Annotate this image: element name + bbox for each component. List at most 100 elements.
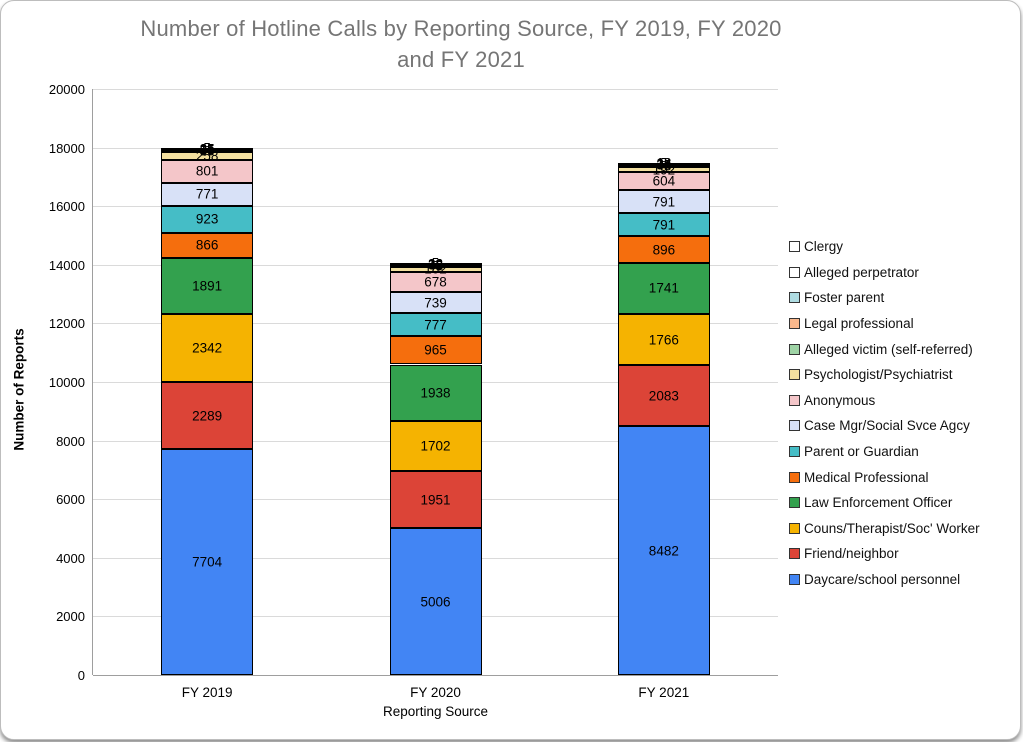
legend-label: Alleged perpetrator [804, 264, 919, 280]
bar-value-label: 5 [660, 155, 668, 171]
y-tick-label: 6000 [56, 492, 85, 508]
bar-segment [389, 336, 482, 365]
bar-segment [389, 471, 482, 529]
bar-value-label: 771 [195, 186, 219, 202]
legend-label: Law Enforcement Officer [804, 495, 953, 511]
bar-segment [161, 382, 254, 450]
bar-value-label: 45 [427, 258, 444, 274]
legend-item: Case Mgr/Social Svce Agcy [789, 413, 980, 439]
gridline [93, 147, 778, 149]
legend-swatch [789, 266, 800, 278]
legend-label: Clergy [804, 239, 844, 255]
bar-value-label: 1938 [420, 385, 451, 401]
legend-swatch [789, 497, 800, 509]
legend-item: Couns/Therapist/Soc' Worker [789, 516, 980, 542]
bar-segment [161, 183, 254, 206]
legend-item: Parent or Guardian [789, 439, 980, 465]
legend-item: Anonymous [789, 388, 980, 414]
y-tick-label: 2000 [56, 609, 85, 625]
bar-value-label: 896 [652, 242, 676, 258]
bar-segment [389, 271, 482, 292]
bar-value-label: 22 [427, 256, 444, 272]
bar-value-label: 24 [656, 156, 672, 172]
y-tick-label: 18000 [48, 140, 85, 156]
bar-value-label: 32 [427, 257, 444, 273]
legend-swatch [789, 394, 800, 406]
legend-item: Daycare/school personnel [789, 567, 980, 593]
legend-item: Clergy [789, 234, 980, 260]
bar-value-label: 2289 [192, 408, 223, 424]
legend-item: Medical Professional [789, 464, 980, 490]
legend-label: Daycare/school personnel [804, 572, 961, 588]
legend-item: Psychologist/Psychiatrist [789, 362, 980, 388]
x-tick-label: FY 2021 [638, 685, 690, 700]
legend-swatch [789, 369, 800, 381]
legend: Clergy Alleged perpetrator Foster parent Le… [789, 234, 980, 592]
y-tick-label: 12000 [48, 316, 85, 332]
y-tick-label: 4000 [56, 550, 85, 566]
bar-value-label: 777 [424, 317, 447, 333]
gridline [93, 206, 778, 208]
y-tick-label: 10000 [48, 375, 85, 390]
chart-title: Number of Hotline Calls by Reporting Sou… [1, 13, 921, 75]
bar-value-label: 5 [431, 255, 440, 271]
bar-segment [389, 528, 482, 675]
x-tick-label: FY 2019 [181, 685, 233, 700]
legend-label: Couns/Therapist/Soc' Worker [804, 520, 980, 536]
legend-swatch [789, 548, 800, 560]
bar-segment [161, 313, 254, 383]
plot-area: 7704 2289 2342 1891 866 923 771 801 258 50 35 25 15 5… [92, 89, 778, 676]
bar-value-label: 35 [199, 142, 215, 158]
legend-swatch [789, 343, 800, 355]
y-tick-label: 8000 [56, 433, 85, 449]
bar-value-label: 791 [652, 194, 676, 210]
legend-swatch [789, 318, 800, 330]
x-tick-label: FY 2020 [410, 685, 461, 700]
legend-label: Anonymous [804, 392, 876, 408]
bar-segment [617, 213, 710, 237]
bar-segment [161, 258, 254, 314]
x-axis-title: Reporting Source [382, 704, 489, 719]
bar-value-label: 5006 [420, 594, 451, 610]
chart-title-line1: Number of Hotline Calls by Reporting Sou… [140, 16, 782, 41]
legend-item: Foster parent [789, 285, 980, 311]
y-axis-line [92, 89, 93, 675]
bar-value-label: 182 [424, 261, 447, 277]
bar-segment [389, 263, 482, 266]
bar-segment [161, 159, 254, 184]
bar-value-label: 25 [199, 141, 215, 157]
legend-item: Friend/neighbor [789, 541, 980, 567]
y-tick-label: 20000 [48, 82, 85, 97]
bar-value-label: 1766 [648, 332, 679, 348]
bar-segment [389, 364, 482, 422]
legend-label: Foster parent [804, 290, 885, 306]
legend-swatch [789, 471, 800, 483]
bar-segment [617, 313, 710, 366]
legend-label: Psychologist/Psychiatrist [804, 367, 953, 383]
legend-item: Alleged victim (self-referred) [789, 336, 980, 362]
legend-swatch [789, 522, 800, 534]
bar-value-label: 1702 [420, 438, 451, 454]
bar-segment [617, 365, 710, 427]
legend-label: Alleged victim (self-referred) [804, 341, 973, 357]
y-tick-label: 14000 [48, 257, 85, 273]
bar-value-label: 15 [199, 141, 215, 157]
y-tick-label: 16000 [48, 199, 85, 215]
bar-value-label: 5 [203, 140, 211, 156]
legend-label: Legal professional [804, 316, 914, 332]
x-axis-line [93, 675, 778, 676]
bar-value-label: 258 [195, 148, 219, 164]
bar-value-label: 35 [656, 157, 672, 173]
bar-value-label: 604 [652, 173, 676, 189]
bar-segment [161, 148, 254, 151]
bar-value-label: 50 [199, 143, 215, 159]
bar-value-label: 12 [427, 256, 444, 272]
legend-label: Friend/neighbor [804, 546, 899, 562]
bar-segment [617, 262, 710, 314]
bar-segment [161, 232, 254, 259]
bar-segment [617, 172, 710, 191]
legend-swatch [789, 574, 800, 586]
bar-value-label: 2083 [648, 388, 679, 404]
bar-value-label: 866 [195, 237, 219, 253]
